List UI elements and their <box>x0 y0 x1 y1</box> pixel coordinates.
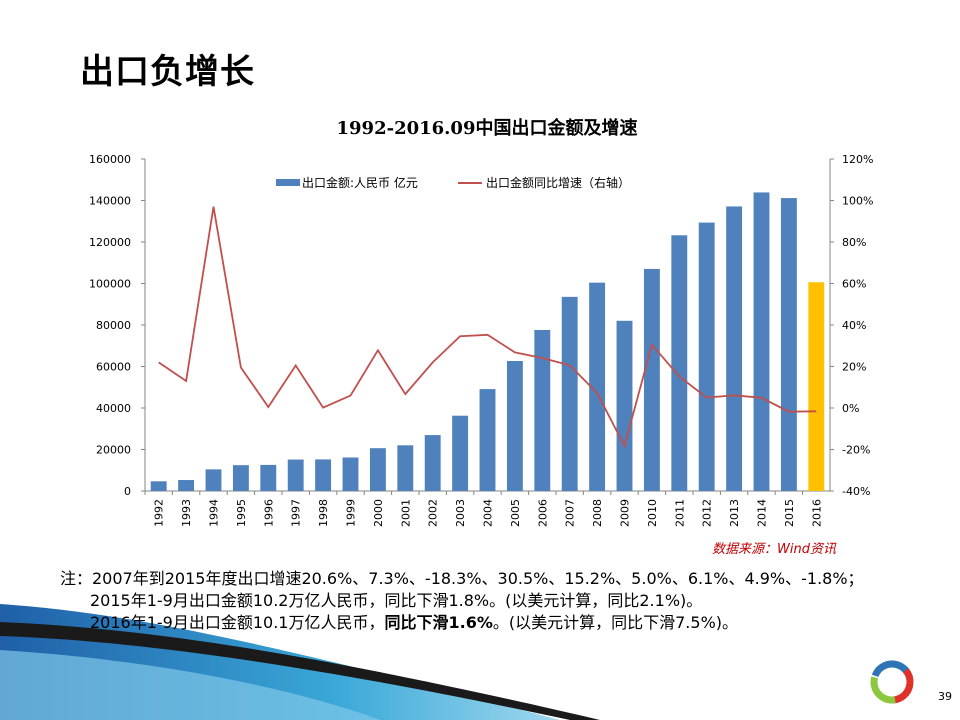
y-left-tick-label: 120000 <box>89 236 131 249</box>
y-left-tick-label: 140000 <box>89 195 131 208</box>
x-tick-label: 2013 <box>728 499 741 527</box>
x-tick-label: 1994 <box>208 499 221 527</box>
bar-2011 <box>671 235 688 491</box>
x-tick-label: 1996 <box>262 499 275 527</box>
x-tick-label: 2002 <box>427 499 440 527</box>
bar-2007 <box>561 296 578 491</box>
bar-1998 <box>315 459 332 491</box>
bar-1999 <box>342 457 359 491</box>
x-tick-label: 2001 <box>399 499 412 527</box>
note-line-2: 2015年1-9月出口金额10.2万亿人民币，同比下滑1.8%。(以美元计算，同… <box>90 591 703 610</box>
bar-2003 <box>452 415 469 491</box>
y-right-tick-label: -40% <box>842 485 870 498</box>
x-tick-label: 2008 <box>591 499 604 527</box>
bar-2000 <box>369 448 386 491</box>
bar-1996 <box>260 464 277 491</box>
y-left-tick-label: 60000 <box>96 361 131 374</box>
wave-dark <box>0 622 600 720</box>
y-left-tick-label: 0 <box>124 485 131 498</box>
notes: 注：2007年到2015年度出口增速20.6%、7.3%、-18.3%、30.5… <box>60 568 864 634</box>
bar-2014 <box>753 192 770 491</box>
page-number: 39 <box>938 690 952 703</box>
bar-2004 <box>479 389 496 491</box>
x-tick-label: 2016 <box>810 499 823 527</box>
bar-2012 <box>698 222 715 491</box>
bar-2002 <box>424 435 441 491</box>
bar-1997 <box>287 459 304 491</box>
bar-2010 <box>643 268 660 491</box>
note-line-3-a: 2016年1-9月出口金额10.1万亿人民币， <box>90 613 385 632</box>
bar-1995 <box>232 465 249 491</box>
x-tick-label: 1992 <box>153 499 166 527</box>
x-tick-label: 2010 <box>646 499 659 527</box>
bar-2001 <box>397 445 414 491</box>
y-right-tick-label: 0% <box>842 402 859 415</box>
page-title: 出口负增长 <box>80 52 255 92</box>
bar-2009 <box>616 320 633 491</box>
x-tick-label: 2007 <box>564 499 577 527</box>
bar-1994 <box>205 469 222 491</box>
x-tick-label: 2014 <box>756 499 769 527</box>
y-left-tick-label: 100000 <box>89 278 131 291</box>
x-tick-label: 2012 <box>701 499 714 527</box>
y-right-tick-label: 20% <box>842 361 866 374</box>
x-tick-label: 2000 <box>372 499 385 527</box>
x-tick-label: 1993 <box>180 499 193 527</box>
note-line-3-bold: 同比下滑1.6% <box>384 613 493 632</box>
x-tick-label: 2015 <box>783 499 796 527</box>
x-tick-label: 1999 <box>345 499 358 527</box>
x-tick-label: 2006 <box>536 499 549 527</box>
y-right-tick-label: 60% <box>842 278 866 291</box>
y-left-tick-label: 40000 <box>96 402 131 415</box>
y-left-tick-label: 160000 <box>89 153 131 166</box>
bar-2008 <box>589 282 606 491</box>
bar-2015 <box>780 198 797 491</box>
x-tick-label: 2005 <box>509 499 522 527</box>
bar-2005 <box>506 361 523 491</box>
x-tick-label: 2009 <box>619 499 632 527</box>
bar-2006 <box>534 329 551 491</box>
x-tick-label: 1998 <box>317 499 330 527</box>
wave-light <box>0 650 380 720</box>
y-left-tick-label: 80000 <box>96 319 131 332</box>
y-right-tick-label: 120% <box>842 153 873 166</box>
legend-line-label: 出口金额同比增速（右轴） <box>486 175 630 190</box>
y-left-tick-label: 20000 <box>96 444 131 457</box>
bar-2016 <box>808 282 825 491</box>
y-right-tick-label: 80% <box>842 236 866 249</box>
note-line-1: 注：2007年到2015年度出口增速20.6%、7.3%、-18.3%、30.5… <box>60 569 864 588</box>
legend-bar-swatch <box>276 179 300 186</box>
x-tick-label: 1997 <box>290 499 303 527</box>
x-tick-label: 2011 <box>673 499 686 527</box>
bar-1993 <box>178 480 195 491</box>
data-source: 数据来源：Wind资讯 <box>712 542 836 557</box>
logo-icon <box>870 660 914 704</box>
y-right-tick-label: 100% <box>842 195 873 208</box>
legend-bar-label: 出口金额:人民币 亿元 <box>302 175 418 190</box>
y-right-tick-label: -20% <box>842 444 870 457</box>
x-tick-label: 1995 <box>235 499 248 527</box>
bar-2013 <box>726 206 743 491</box>
x-tick-label: 2003 <box>454 499 467 527</box>
chart-title: 1992-2016.09中国出口金额及增速 <box>337 117 638 139</box>
note-line-3-c: 。(以美元计算，同比下滑7.5%)。 <box>492 613 739 632</box>
bar-1992 <box>150 481 167 491</box>
note-line-3: 2016年1-9月出口金额10.1万亿人民币，同比下滑1.6%。(以美元计算，同… <box>60 612 864 634</box>
x-tick-label: 2004 <box>482 499 495 527</box>
y-right-tick-label: 40% <box>842 319 866 332</box>
